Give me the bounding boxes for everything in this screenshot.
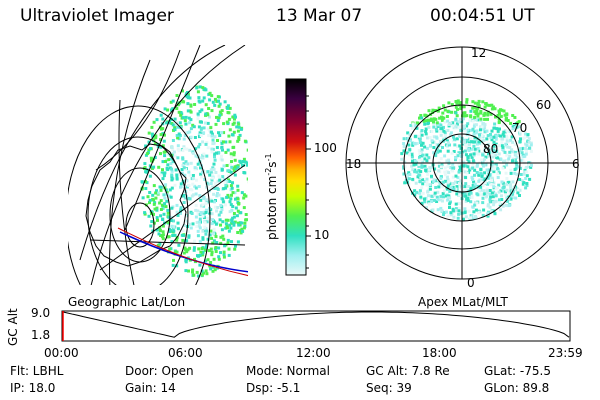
colorbar-tick-10: 10: [314, 228, 330, 242]
polar-grid: [345, 46, 579, 280]
mlt-label-6: 6: [572, 157, 580, 171]
xtick-0600: 06:00: [168, 346, 203, 360]
geographic-grid: [68, 45, 246, 285]
altitude-ylabel: GC Alt: [6, 308, 20, 346]
colorbar-minor-ticks: [306, 95, 309, 269]
colorbar-tick-100: 100: [314, 141, 337, 155]
observation-time: 00:04:51 UT: [430, 6, 535, 26]
status-gain: Gain: 14: [125, 381, 176, 395]
mlt-label-18: 18: [346, 157, 362, 171]
geographic-map: [68, 45, 248, 285]
polar-map: [345, 46, 579, 280]
aurora-emission-polar: [400, 98, 533, 221]
altitude-plot: [61, 310, 571, 342]
status-door: Door: Open: [125, 364, 194, 378]
altitude-ytick-top: 9.0: [31, 306, 51, 320]
mlat-label-70: 70: [512, 121, 528, 135]
mlat-label-60: 60: [536, 98, 552, 112]
right-panel-caption: Apex MLat/MLT: [418, 295, 508, 309]
status-seq: Seq: 39: [366, 381, 412, 395]
status-filter: Flt: LBHL: [10, 364, 64, 378]
instrument-title: Ultraviolet Imager: [20, 6, 174, 26]
colorbar-unit: photon cm-2s-1: [264, 153, 279, 240]
xtick-1200: 12:00: [296, 346, 331, 360]
xtick-0000: 00:00: [44, 346, 79, 360]
mlat-label-80: 80: [483, 142, 499, 156]
mlt-label-12: 12: [471, 46, 487, 60]
xtick-1800: 18:00: [422, 346, 457, 360]
xtick-2359: 23:59: [548, 346, 583, 360]
status-glon: GLon: 89.8: [484, 381, 550, 395]
colorbar: [285, 78, 307, 276]
observation-date: 13 Mar 07: [276, 6, 363, 26]
status-dsp: Dsp: -5.1: [246, 381, 301, 395]
status-glat: GLat: -75.5: [484, 364, 551, 378]
status-gc-alt: GC Alt: 7.8 Re: [366, 364, 450, 378]
antarctica-coastline: [85, 143, 187, 267]
altitude-ytick-bottom: 1.8: [31, 328, 51, 342]
status-ip: IP: 18.0: [10, 381, 56, 395]
left-panel-caption: Geographic Lat/Lon: [68, 295, 186, 309]
altitude-curve: [62, 311, 570, 338]
mlt-label-0: 0: [467, 276, 475, 290]
status-mode: Mode: Normal: [246, 364, 330, 378]
